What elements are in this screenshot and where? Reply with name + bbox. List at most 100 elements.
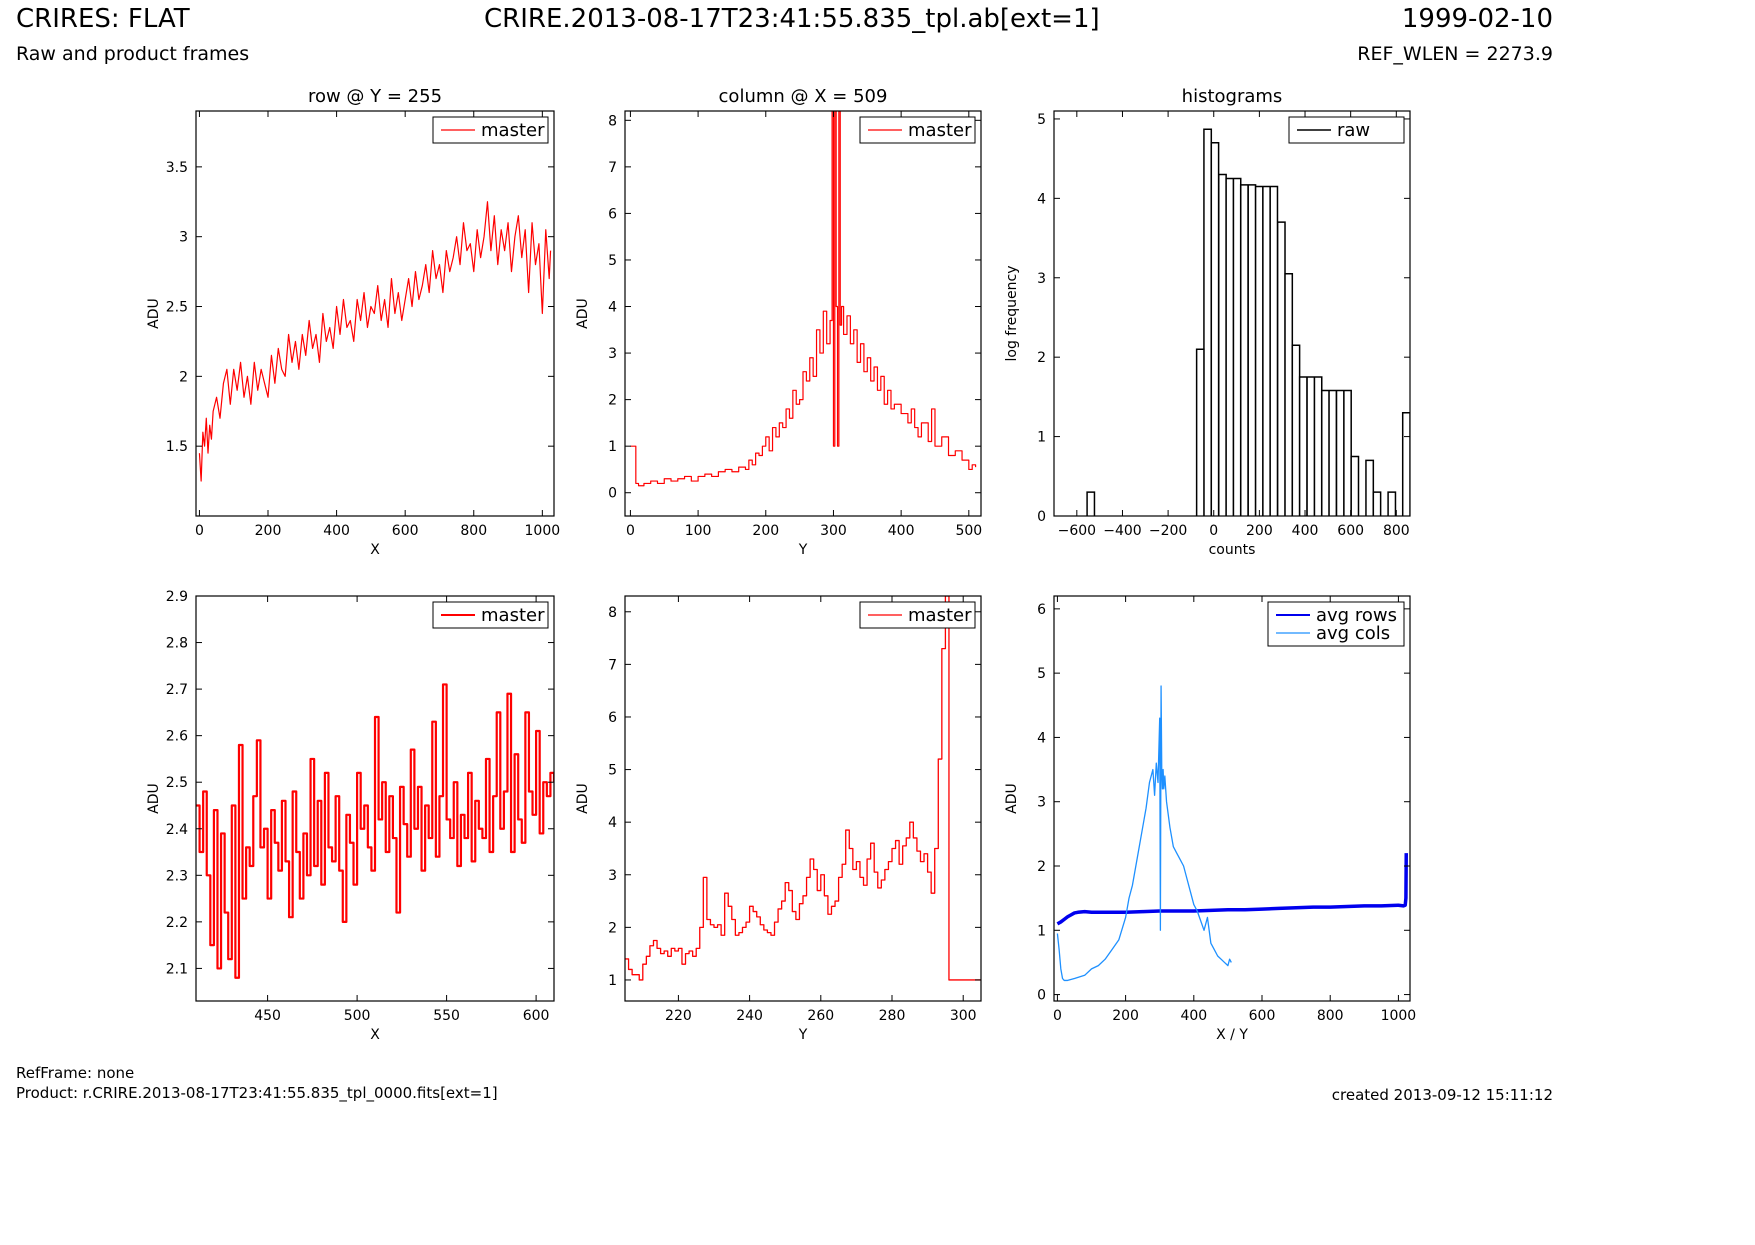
y-tick-label: 8 [608, 113, 617, 129]
y-tick-label: 2.7 [166, 682, 188, 698]
y-tick-label: 2.9 [166, 589, 188, 605]
y-tick-label: 4 [608, 815, 617, 831]
figure-subtitle: Raw and product frames [16, 43, 250, 65]
x-tick-label: 800 [1317, 1008, 1344, 1024]
chart-title: column @ X = 509 [719, 86, 888, 107]
x-tick-label: 280 [879, 1008, 906, 1024]
y-tick-label: 4 [1037, 191, 1046, 207]
y-tick-label: 2 [179, 369, 188, 385]
y-tick-label: 2 [1037, 859, 1046, 875]
x-tick-label: 200 [1112, 1008, 1139, 1024]
y-tick-label: 2.4 [166, 822, 188, 838]
y-tick-label: 1.5 [166, 439, 188, 455]
y-tick-label: 3 [1037, 795, 1046, 811]
x-tick-label: 300 [950, 1008, 977, 1024]
legend-label: avg rows [1316, 605, 1397, 626]
y-tick-label: 5 [608, 763, 617, 779]
figure-title: CRIRES: FLAT [16, 4, 190, 34]
y-axis-label: ADU [575, 298, 591, 329]
y-axis-label: log frequency [1004, 265, 1020, 361]
legend: master [859, 601, 976, 629]
y-tick-label: 3 [179, 230, 188, 246]
y-tick-label: 2.3 [166, 868, 188, 884]
x-tick-label: 800 [1383, 523, 1410, 539]
x-axis-label: Y [798, 542, 808, 558]
created-label: created 2013-09-12 15:11:12 [1331, 1086, 1553, 1104]
legend: raw [1288, 116, 1405, 144]
x-tick-label: 450 [254, 1008, 281, 1024]
x-tick-label: 1000 [1381, 1008, 1417, 1024]
axes-frame [195, 110, 555, 517]
x-tick-label: 0 [195, 523, 204, 539]
y-tick-label: 2 [608, 920, 617, 936]
panel-column-zoom: 220 240 260 280 300 1 2 3 4 5 6 7 8 Y ADU master [575, 595, 982, 1043]
x-tick-label: 200 [255, 523, 282, 539]
x-tick-label: 220 [665, 1008, 692, 1024]
x-tick-label: 600 [1249, 1008, 1276, 1024]
x-tick-label: 400 [888, 523, 915, 539]
x-axis-label: counts [1209, 542, 1256, 558]
axes-frame [195, 595, 555, 1002]
y-tick-label: 2.5 [166, 300, 188, 316]
series-master [625, 596, 981, 981]
x-tick-label: 400 [323, 523, 350, 539]
legend: master [432, 116, 549, 144]
ref-wlen-label: REF_WLEN = 2273.9 [1357, 43, 1553, 65]
x-tick-label: 200 [752, 523, 779, 539]
y-tick-label: 5 [608, 253, 617, 269]
y-tick-label: 0 [1037, 509, 1046, 525]
y-tick-label: 3 [608, 346, 617, 362]
series-master [198, 201, 552, 482]
y-tick-label: 3 [608, 868, 617, 884]
y-tick-label: 1 [608, 439, 617, 455]
panel-hist: −600 −400 −200 0 200 400 600 800 0 1 2 3 4 5 histogram… [1004, 86, 1411, 558]
chart-title: histograms [1182, 86, 1283, 107]
ref-frame-label: RefFrame: none [16, 1064, 135, 1082]
x-tick-label: 0 [1209, 523, 1218, 539]
y-tick-label: 5 [1037, 112, 1046, 128]
y-tick-label: 4 [1037, 730, 1046, 746]
x-tick-label: −600 [1058, 523, 1096, 539]
x-axis-label: X / Y [1216, 1027, 1248, 1043]
y-tick-label: 1 [1037, 923, 1046, 939]
x-tick-label: 600 [1337, 523, 1364, 539]
x-tick-label: 400 [1180, 1008, 1207, 1024]
x-axis-label: X [370, 1027, 380, 1043]
axes-frame [624, 595, 982, 1002]
file-name: CRIRE.2013-08-17T23:41:55.835_tpl.ab[ext… [484, 4, 1100, 34]
legend-box [1267, 601, 1405, 647]
legend-label: master [908, 605, 972, 626]
y-tick-label: 2 [608, 393, 617, 409]
axes-frame [624, 110, 982, 517]
y-tick-label: 2.2 [166, 915, 188, 931]
x-tick-label: 550 [433, 1008, 460, 1024]
y-tick-label: 7 [608, 657, 617, 673]
x-tick-label: 400 [1292, 523, 1319, 539]
legend-label: avg cols [1316, 623, 1390, 644]
y-tick-label: 4 [608, 300, 617, 316]
x-tick-label: 800 [460, 523, 487, 539]
series-avg-cols [1056, 685, 1232, 982]
y-axis-label: ADU [146, 783, 162, 814]
y-tick-label: 2.6 [166, 729, 188, 745]
x-tick-label: 600 [392, 523, 419, 539]
y-tick-label: 1 [1037, 430, 1046, 446]
x-axis-label: Y [798, 1027, 808, 1043]
y-tick-label: 6 [1037, 602, 1046, 618]
legend-label: raw [1337, 120, 1370, 141]
x-tick-label: 600 [523, 1008, 550, 1024]
legend-label: master [481, 605, 545, 626]
x-axis-label: X [370, 542, 380, 558]
legend: master [432, 601, 549, 629]
x-tick-label: −400 [1103, 523, 1141, 539]
chart-title: row @ Y = 255 [308, 86, 442, 107]
y-tick-label: 2.8 [166, 636, 188, 652]
panel-column: 0 100 200 300 400 500 0 1 2 3 4 5 6 7 8 column @ X = 50… [575, 86, 982, 558]
panel-row-zoom: 450 500 550 600 2.1 2.2 2.3 2.4 2.5 2.6 2.7 2.8 2.9 X… [146, 589, 555, 1043]
x-tick-label: 500 [955, 523, 982, 539]
y-axis-label: ADU [575, 783, 591, 814]
series-master [630, 111, 977, 487]
x-tick-label: 0 [626, 523, 635, 539]
